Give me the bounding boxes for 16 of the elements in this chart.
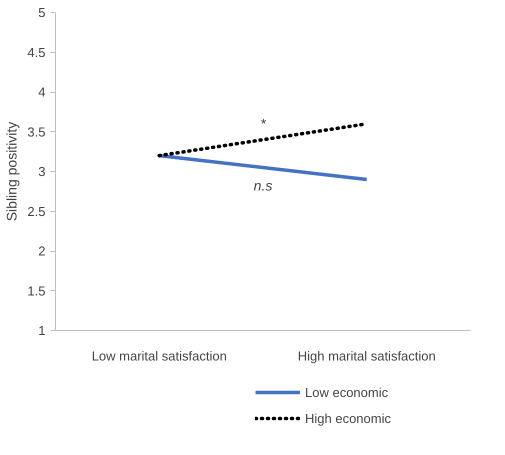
x-tick-label: High marital satisfaction	[298, 348, 436, 364]
annotation: *	[260, 116, 266, 132]
legend-label: High economic	[305, 410, 391, 426]
y-tick-label: 5	[38, 5, 46, 20]
x-tick-label: Low marital satisfaction	[92, 348, 227, 364]
y-tick-label: 1	[38, 323, 46, 338]
y-axis-title: Sibling positivity	[3, 122, 20, 222]
y-tick-label: 3	[38, 164, 46, 179]
y-tick-label: 3.5	[27, 124, 46, 140]
legend-label: Low economic	[305, 384, 388, 400]
y-tick-label: 1.5	[27, 283, 46, 298]
y-tick-label: 2.5	[27, 204, 46, 219]
annotation: n.s	[254, 178, 272, 194]
y-tick-label: 2	[38, 244, 46, 258]
y-tick-label: 4.5	[27, 44, 46, 60]
y-tick-label: 4	[38, 84, 46, 100]
